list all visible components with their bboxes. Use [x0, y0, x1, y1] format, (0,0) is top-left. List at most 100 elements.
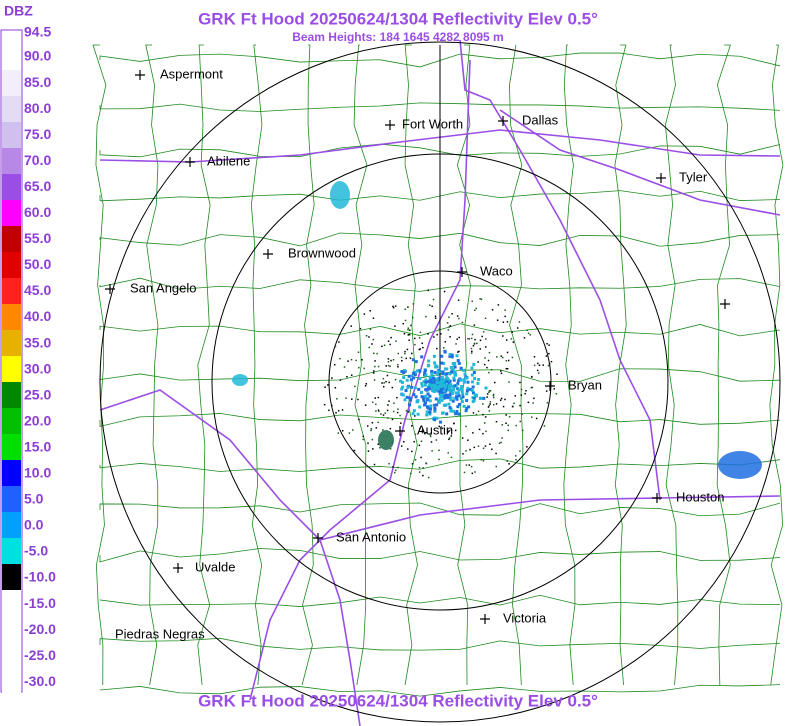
- echo-pixel: [505, 367, 508, 370]
- echo-pixel: [428, 410, 432, 414]
- echo-pixel: [511, 331, 513, 333]
- echo-pixel: [515, 458, 517, 461]
- echo-pixel: [456, 315, 459, 317]
- county-line: [301, 44, 315, 686]
- echo-pixel: [407, 411, 410, 413]
- echo-pixel: [339, 357, 341, 360]
- legend-label: 25.0: [24, 386, 51, 402]
- echo-pixel: [451, 399, 455, 403]
- echo-pixel: [414, 433, 417, 436]
- echo-pixel: [409, 398, 413, 402]
- county-line: [509, 44, 524, 686]
- echo-pixel: [434, 397, 438, 401]
- echo-pixel: [532, 402, 534, 404]
- echo-pixel: [372, 448, 374, 450]
- echo-pixel: [433, 407, 437, 411]
- echo-pixel: [436, 373, 440, 377]
- echo-pixel: [382, 429, 384, 431]
- echo-pixel: [433, 379, 437, 383]
- echo-pixel: [418, 377, 422, 381]
- echo-pixel: [363, 367, 365, 370]
- echo-pixel: [414, 343, 416, 346]
- echo-pixel: [419, 331, 422, 334]
- echo-pixel: [498, 442, 501, 444]
- echo-pixel: [487, 359, 490, 362]
- echo-cell: [232, 374, 248, 386]
- echo-pixel: [531, 386, 534, 389]
- county-line: [99, 637, 781, 651]
- echo-pixel: [419, 348, 421, 350]
- echo-pixel: [508, 415, 511, 418]
- echo-pixel: [419, 427, 421, 430]
- echo-pixel: [444, 387, 448, 391]
- echo-pixel: [473, 377, 477, 381]
- echo-pixel: [471, 391, 475, 395]
- echo-pixel: [492, 393, 495, 396]
- county-line: [145, 44, 159, 686]
- echo-pixel: [431, 450, 433, 452]
- echo-pixel: [459, 384, 463, 388]
- echo-pixel: [420, 384, 424, 388]
- echo-pixel: [475, 413, 478, 416]
- echo-pixel: [471, 333, 474, 336]
- county-line: [456, 44, 471, 686]
- echo-pixel: [441, 395, 445, 399]
- echo-pixel: [496, 319, 499, 321]
- echo-pixel: [407, 328, 409, 331]
- echo-pixel: [499, 399, 502, 401]
- echo-pixel: [526, 446, 528, 448]
- echo-pixel: [492, 396, 495, 399]
- echo-pixel: [450, 435, 453, 437]
- echo-pixel: [427, 476, 430, 479]
- echo-pixel: [454, 391, 458, 395]
- echo-pixel: [328, 409, 330, 412]
- echo-pixel: [440, 398, 444, 402]
- echo-pixel: [399, 414, 401, 417]
- echo-pixel: [437, 376, 441, 380]
- echo-pixel: [452, 387, 456, 391]
- echo-pixel: [416, 412, 420, 416]
- echo-pixel: [422, 399, 426, 403]
- echo-pixel: [407, 306, 409, 308]
- echo-pixel: [429, 385, 433, 389]
- echo-pixel: [457, 379, 461, 383]
- echo-pixel: [488, 404, 490, 407]
- echo-pixel: [494, 381, 496, 384]
- echo-pixel: [373, 370, 375, 372]
- echo-cell: [378, 430, 394, 450]
- echo-pixel: [474, 471, 476, 473]
- echo-pixel: [403, 440, 405, 443]
- echo-pixel: [389, 343, 391, 346]
- echo-pixel: [440, 375, 444, 379]
- color-band: [2, 408, 21, 434]
- echo-pixel: [373, 379, 376, 381]
- echo-pixel: [424, 388, 428, 392]
- echo-pixel: [425, 405, 429, 409]
- echo-pixel: [511, 356, 514, 359]
- color-band: [2, 330, 21, 356]
- echo-pixel: [361, 359, 363, 361]
- echo-pixel: [371, 401, 374, 404]
- echo-pixel: [458, 336, 460, 339]
- echo-pixel: [453, 370, 457, 374]
- echo-pixel: [441, 427, 444, 430]
- echo-pixel: [479, 339, 482, 342]
- echo-pixel: [448, 437, 451, 439]
- echo-pixel: [358, 366, 360, 369]
- echo-pixel: [382, 385, 385, 388]
- echo-pixel: [472, 362, 476, 366]
- echo-pixel: [482, 413, 484, 416]
- echo-pixel: [462, 378, 466, 382]
- echo-pixel: [456, 405, 460, 409]
- echo-pixel: [458, 350, 460, 353]
- echo-pixel: [385, 365, 387, 367]
- echo-pixel: [468, 464, 471, 466]
- echo-pixel: [442, 347, 445, 349]
- echo-pixel: [432, 298, 435, 301]
- echo-pixel: [440, 382, 444, 386]
- echo-pixel: [429, 404, 433, 408]
- echo-pixel: [468, 338, 471, 340]
- echo-pixel: [505, 414, 507, 416]
- county-line: [99, 502, 781, 517]
- echo-pixel: [390, 359, 392, 362]
